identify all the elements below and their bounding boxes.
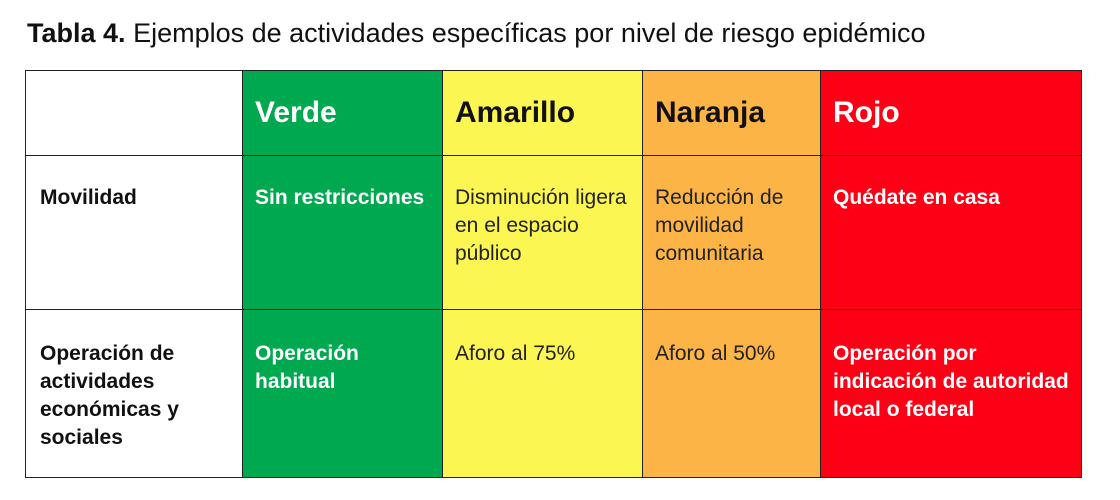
- table-cell: Aforo al 50%: [642, 309, 821, 478]
- risk-table: Verde Amarillo Naranja Rojo Movilidad Sin res…: [25, 70, 1082, 478]
- table-row: Operación de actividades económicas y so…: [25, 309, 1082, 478]
- table-cell: Aforo al 75%: [442, 309, 643, 478]
- column-header: Naranja: [642, 70, 821, 156]
- table-cell: Quédate en casa: [820, 155, 1082, 310]
- header-row: Verde Amarillo Naranja Rojo: [25, 70, 1082, 156]
- table-cell: Sin restricciones: [242, 155, 443, 310]
- table-cell: Disminución ligera en el espacio público: [442, 155, 643, 310]
- corner-cell: [25, 70, 243, 156]
- table-cell: Operación por indicación de autoridad lo…: [820, 309, 1082, 478]
- column-header: Verde: [242, 70, 443, 156]
- table-title: Tabla 4. Ejemplos de actividades específ…: [27, 18, 926, 49]
- column-header: Rojo: [820, 70, 1082, 156]
- table-body: Verde Amarillo Naranja Rojo Movilidad Sin res…: [25, 70, 1082, 478]
- title-label: Tabla 4.: [27, 18, 126, 48]
- title-text: Ejemplos de actividades específicas por …: [133, 18, 926, 48]
- table-cell: Operación habitual: [242, 309, 443, 478]
- column-header: Amarillo: [442, 70, 643, 156]
- table-cell: Reducción de movilidad comunitaria: [642, 155, 821, 310]
- row-label: Movilidad: [25, 155, 243, 310]
- table-row: Movilidad Sin restricciones Disminución li…: [25, 155, 1082, 310]
- row-label: Operación de actividades económicas y so…: [25, 309, 243, 478]
